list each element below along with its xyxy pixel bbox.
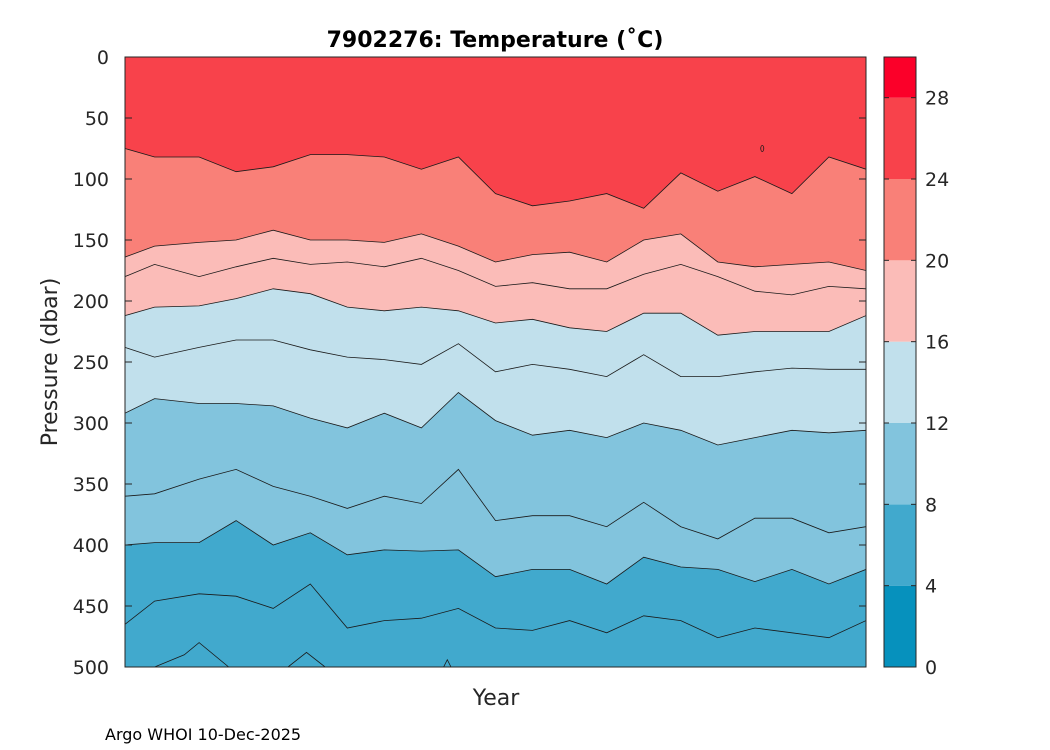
colorbar-band-8-12	[884, 423, 916, 505]
colorbar: 0 4 8 12 16 20 24 28	[883, 56, 949, 679]
colorbar-frame	[883, 56, 917, 668]
colorbar-band-0-4	[884, 585, 916, 667]
contour-fill-layer	[125, 57, 866, 667]
y-tick-label-0: 0	[97, 47, 109, 69]
colorbar-band-28-30	[884, 57, 916, 98]
colorbar-band-20-24	[884, 179, 916, 261]
deep-contour-1	[154, 642, 229, 667]
isotherm-line-18	[125, 257, 866, 296]
y-tick-label-50: 50	[85, 108, 109, 130]
isotherm-line-16	[125, 288, 866, 336]
colorbar-band-4-8	[884, 504, 916, 586]
isotherm-line-14	[125, 339, 866, 378]
y-tick-label-200: 200	[73, 291, 109, 313]
band-fill-8	[125, 520, 866, 667]
colorbar-tick-label-20: 20	[925, 250, 949, 272]
isotherm-line-20	[125, 229, 866, 271]
isotherm-line-layer	[125, 145, 866, 667]
y-tick-label-400: 400	[73, 535, 109, 557]
colorbar-band-16-20	[884, 260, 916, 342]
chart-title: 7902276: Temperature (˚C)	[327, 28, 664, 53]
colorbar-tick-label-12: 12	[925, 413, 949, 435]
y-tick-label-500: 500	[73, 657, 109, 679]
isotherm-line-24	[125, 148, 866, 209]
y-axis: 0 50 100 150 200 250 300 350 400 450 500	[73, 47, 867, 679]
credit-text: Argo WHOI 10-Dec-2025	[105, 725, 302, 744]
colorbar-tick-label-28: 28	[925, 88, 949, 110]
isotherm-line-8	[125, 520, 866, 585]
isotherm-line-6	[125, 583, 866, 639]
y-tick-label-300: 300	[73, 413, 109, 435]
colorbar-tick-label-4: 4	[925, 576, 937, 598]
y-tick-label-450: 450	[73, 596, 109, 618]
small-contour-feature	[760, 145, 765, 152]
deep-contour-3	[443, 658, 452, 667]
isotherm-line-12	[125, 391, 866, 446]
y-tick-label-100: 100	[73, 169, 109, 191]
colorbar-tick-label-8: 8	[925, 494, 937, 516]
y-tick-label-250: 250	[73, 352, 109, 374]
y-axis-label: Pressure (dbar)	[38, 278, 63, 447]
deep-contour-2	[287, 651, 326, 667]
x-axis-label: Year	[472, 686, 521, 711]
colorbar-tick-label-0: 0	[925, 657, 937, 679]
colorbar-tick-label-24: 24	[925, 169, 949, 191]
colorbar-tick-label-16: 16	[925, 332, 949, 354]
y-tick-label-150: 150	[73, 230, 109, 252]
colorbar-band-24-28	[884, 97, 916, 179]
isotherm-line-10	[125, 468, 866, 540]
colorbar-band-12-16	[884, 341, 916, 423]
y-tick-label-350: 350	[73, 474, 109, 496]
